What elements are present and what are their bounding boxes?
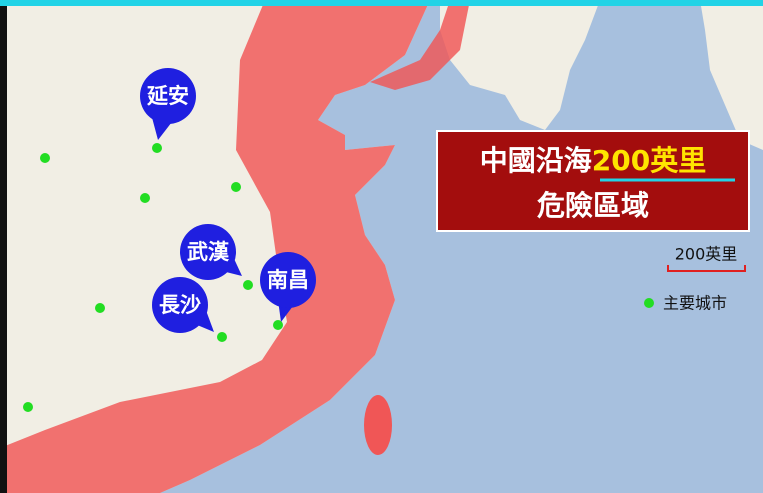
city-pin: 長沙 xyxy=(152,277,214,333)
city-dots xyxy=(23,143,283,412)
korea xyxy=(440,0,600,130)
japan xyxy=(700,0,763,150)
city-pin: 延安 xyxy=(140,68,196,140)
title-highlight: 200英里 xyxy=(592,144,706,177)
title-box xyxy=(436,130,750,232)
title-line1: 中國沿海200英里 xyxy=(480,144,706,177)
top-bar xyxy=(0,0,763,6)
city-label: 延安 xyxy=(146,84,189,108)
city-label: 武漢 xyxy=(187,240,230,264)
left-edge xyxy=(0,6,7,493)
city-pin: 武漢 xyxy=(180,224,242,280)
legend-label: 主要城市 xyxy=(663,294,727,313)
danger-zone xyxy=(0,0,430,493)
city-label: 南昌 xyxy=(267,268,309,292)
city-label: 長沙 xyxy=(159,293,201,317)
title-prefix: 中國沿海 xyxy=(480,144,592,177)
scale-bar xyxy=(667,265,746,272)
taiwan xyxy=(364,395,392,455)
legend-dot xyxy=(644,298,654,308)
city-pin: 南昌 xyxy=(260,252,316,322)
scale-label: 200英里 xyxy=(675,245,738,264)
danger-zone-north xyxy=(370,0,470,90)
title-line2: 危險區域 xyxy=(537,189,649,222)
